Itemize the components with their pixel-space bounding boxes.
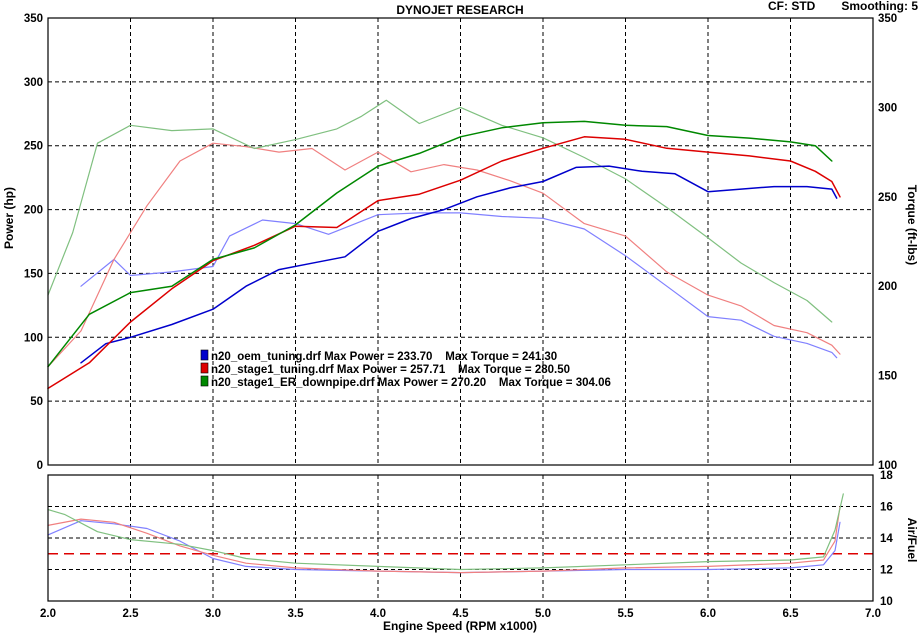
power-tick-label: 50 [30,396,43,408]
power-tick-label: 350 [24,13,43,25]
air-fuel-tick-label: 12 [880,565,893,577]
air-fuel-tick-label: 18 [880,470,893,482]
air-fuel-tick-label: 10 [880,596,893,608]
legend-item-oem: n20_oem_tuning.drf Max Power = 233.70 Ma… [200,349,557,363]
cf-label: CF: STD [768,0,816,13]
torque-axis-label: Torque (ft-lbs) [905,185,919,265]
n20-oem-tuning-torque-line [80,212,838,359]
rpm-tick-label: 6.0 [700,608,716,620]
rpm-tick-label: 5.5 [618,608,635,620]
rpm-tick-label: 5.0 [535,608,551,620]
air-fuel-tick-label: 14 [880,533,893,545]
power-tick-label: 100 [24,332,43,344]
rpm-tick-label: 6.5 [783,608,800,620]
legend-label-stage1: n20_stage1_tuning.drf Max Power = 257.71… [211,364,570,376]
legend-label-downpipe: n20_stage1_ER_downpipe.drf Max Power = 2… [211,377,611,389]
torque-tick-label: 200 [878,281,897,293]
legend-swatch-oem [200,349,209,361]
power-axis-ticks: 0 50 100 150 200 250 300 350 [24,13,43,472]
torque-tick-label: 350 [878,13,897,25]
rpm-tick-label: 2.0 [40,608,56,620]
torque-tick-label: 150 [878,371,897,383]
torque-tick-label: 300 [878,102,897,114]
rpm-tick-label: 2.5 [123,608,140,620]
power-tick-label: 0 [37,460,43,472]
legend-swatch-stage1 [200,362,209,374]
rpm-tick-label: 3.0 [205,608,221,620]
power-torque-plot-frame [47,17,874,466]
torque-tick-label: 250 [878,192,897,204]
rpm-tick-label: 7.0 [865,608,881,620]
rpm-axis-ticks: 2.0 2.5 3.0 3.5 4.0 4.5 5.0 5.5 6.0 6.5 7.0 [40,608,881,620]
legend-item-stage1: n20_stage1_tuning.drf Max Power = 257.71… [200,362,570,376]
air-fuel-axis-ticks: 10 12 14 16 18 [880,470,893,608]
power-tick-label: 200 [24,205,43,217]
legend-label-oem: n20_oem_tuning.drf Max Power = 233.70 Ma… [211,351,557,363]
air-fuel-axis-label: Air/Fuel [905,518,919,563]
legend-swatch-downpipe [200,375,209,387]
x-axis-label: Engine Speed (RPM x1000) [383,619,537,633]
torque-axis-ticks: 100 150 200 250 300 350 [878,13,897,472]
power-tick-label: 300 [24,77,43,89]
n20-stage1-tuning-air_fuel-line [47,505,841,574]
power-torque-grid [48,18,873,465]
n20-stage1-er-downpipe-air_fuel-line [47,493,844,571]
legend: n20_oem_tuning.drf Max Power = 233.70 Ma… [200,349,611,389]
torque-tick-label: 100 [878,460,897,472]
smoothing-label: Smoothing: 5 [841,0,918,13]
n20-oem-tuning-power-line [80,165,838,364]
power-tick-label: 250 [24,141,43,153]
air-fuel-plot-frame [47,474,874,602]
power-tick-label: 150 [24,268,43,280]
air-fuel-tick-label: 16 [880,502,893,514]
air-fuel-series [47,493,873,574]
rpm-tick-label: 4.0 [370,608,386,620]
n20-stage1-er-downpipe-power-line [47,120,833,368]
n20-stage1-tuning-torque-line [47,142,841,368]
legend-item-downpipe: n20_stage1_ER_downpipe.drf Max Power = 2… [200,375,611,389]
power-axis-label: Power (hp) [2,187,16,249]
n20-stage1-er-downpipe-torque-line [47,99,833,323]
n20-stage1-tuning-power-line [47,136,841,390]
rpm-tick-label: 4.5 [453,608,470,620]
rpm-tick-label: 3.5 [288,608,305,620]
n20-oem-tuning-air_fuel-line [47,520,841,574]
power-torque-series [47,99,841,390]
chart-title: DYNOJET RESEARCH [396,3,523,17]
